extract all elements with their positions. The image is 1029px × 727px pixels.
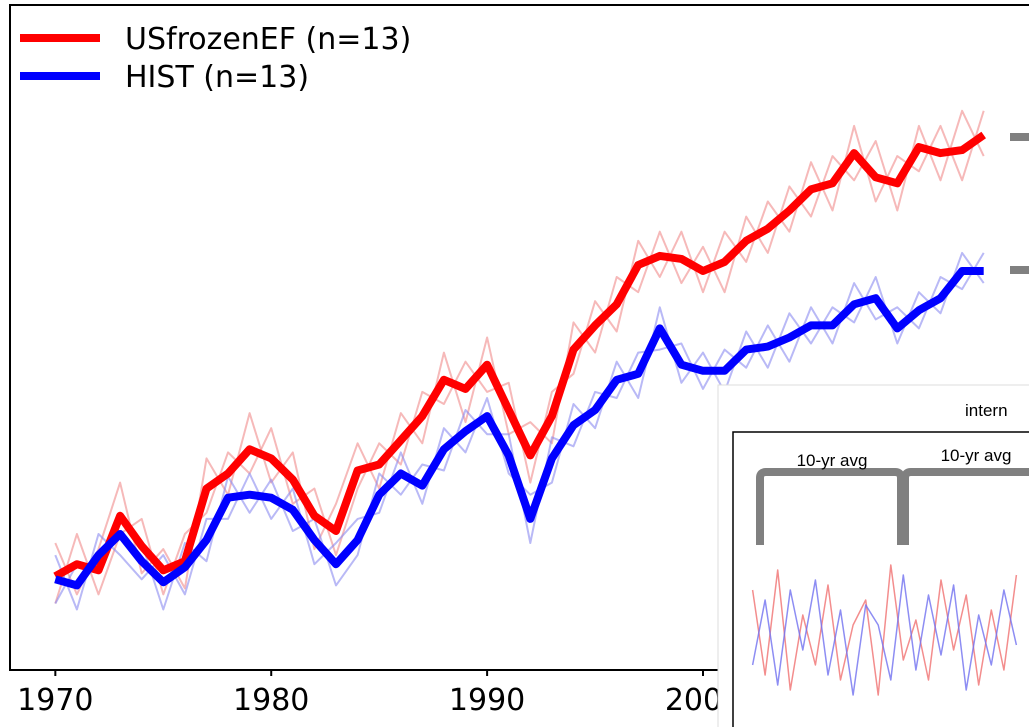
- x-tick-label: 1970: [17, 683, 93, 718]
- x-tick-label: 1990: [449, 683, 525, 718]
- legend: USfrozenEF (n=13)HIST (n=13): [20, 22, 411, 95]
- x-axis: 1970 1980 1990 2000: [17, 670, 741, 718]
- inset-title: intern: [965, 401, 1008, 420]
- series-line: [53, 131, 986, 580]
- plot-area: [53, 109, 986, 611]
- bracket: [901, 468, 1029, 545]
- series-line: [751, 564, 1018, 696]
- legend-label: HIST (n=13): [125, 60, 309, 95]
- annotation: 10-yr avg: [941, 446, 1012, 465]
- series-line: [54, 267, 984, 590]
- series-line: [751, 574, 1018, 696]
- plot-frame: [9, 4, 1029, 671]
- bracket: [756, 468, 905, 545]
- annotation: 10-yr avg: [797, 451, 868, 470]
- legend-label: USfrozenEF (n=13): [125, 22, 411, 57]
- inset-plot: [751, 564, 1018, 696]
- x-tick-label: 1980: [233, 683, 309, 718]
